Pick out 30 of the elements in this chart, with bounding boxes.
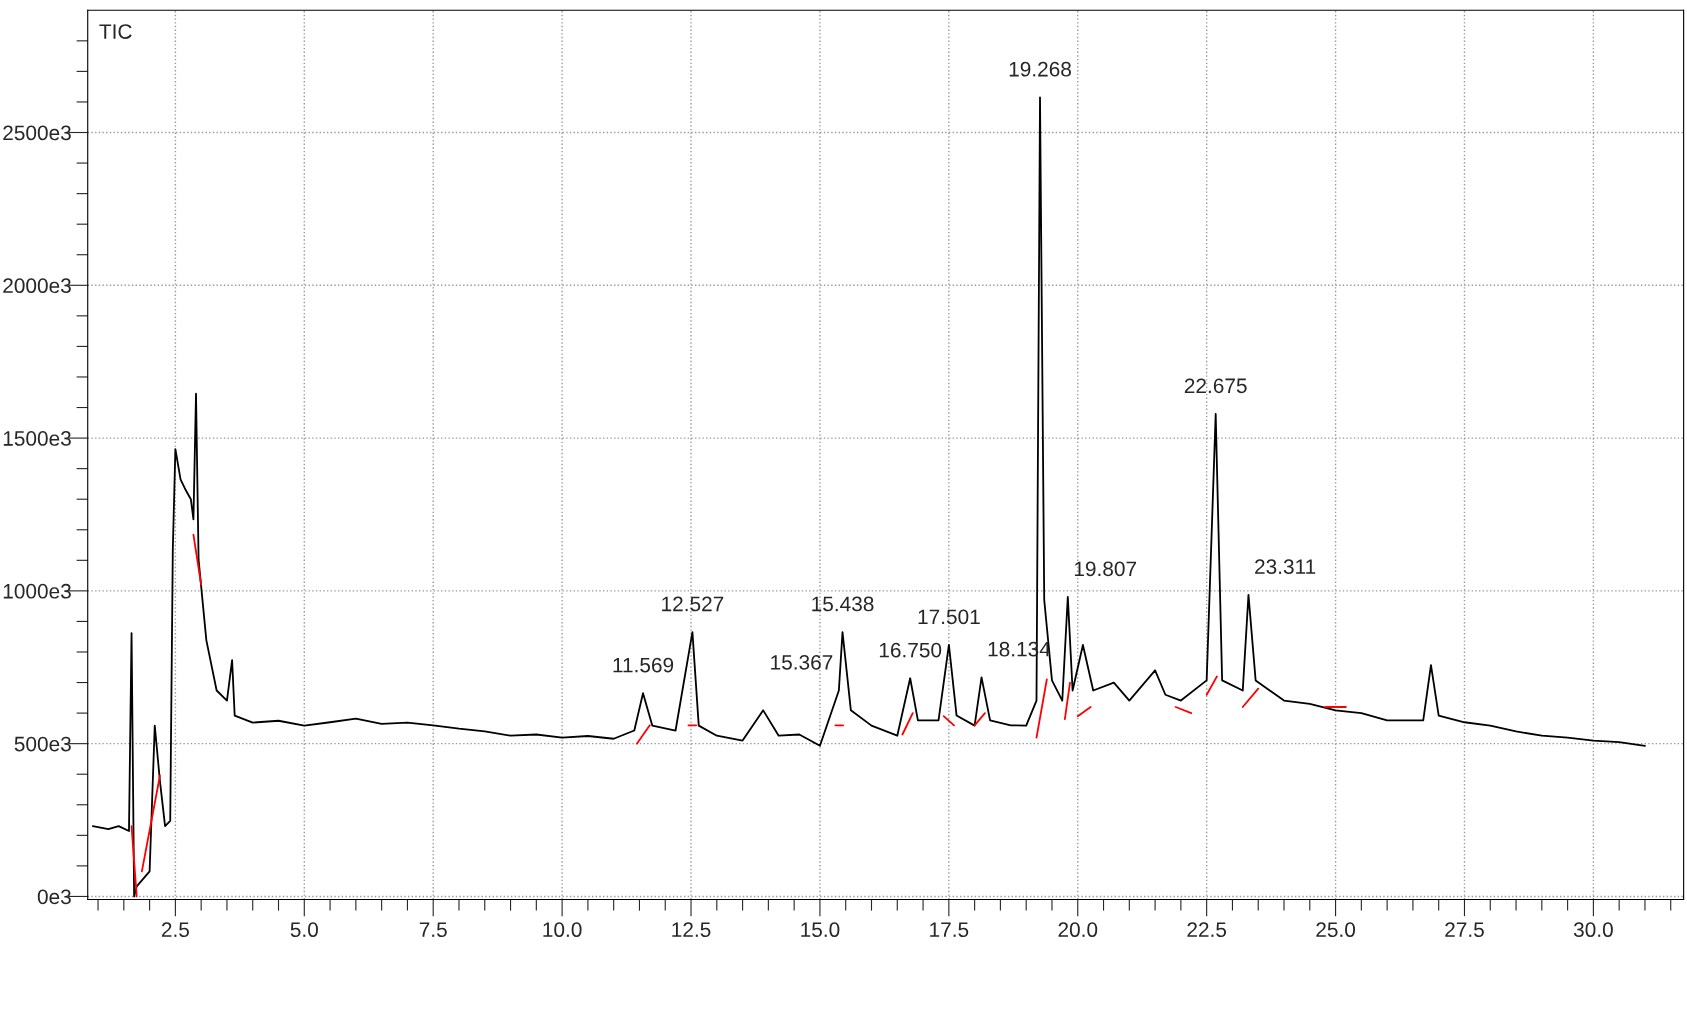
annotation: 19.268 [1009, 61, 1071, 77]
y-tick-label: 2500e3 [3, 125, 71, 141]
line-series [91, 96, 1646, 898]
y-tick-label: 1500e3 [3, 431, 71, 446]
x-tick-label: 5.0 [290, 922, 318, 938]
annotation: 23.311 [1255, 559, 1316, 575]
x-tick-label: 22.5 [1187, 922, 1227, 938]
x-tick-label: 17.5 [930, 922, 969, 938]
annotation: 15.367 [771, 654, 833, 670]
x-tick-label: 25.0 [1316, 922, 1356, 938]
annotation: 11.569 [613, 657, 674, 673]
annotation: 17.501 [918, 609, 980, 625]
y-tick-label: 0e3 [37, 889, 71, 905]
x-tick-label: 20.0 [1058, 922, 1098, 938]
x-tick-label: 30.0 [1573, 922, 1613, 938]
y-tick-label: 2000e3 [3, 278, 71, 294]
x-tick-label: 7.5 [419, 922, 447, 938]
y-tick-label: 500e3 [14, 736, 71, 752]
annotation: 22.675 [1184, 378, 1247, 394]
annotation: TIC [99, 24, 132, 39]
annotation: 19.807 [1074, 561, 1137, 577]
x-tick-label: 12.5 [672, 922, 711, 938]
annotation: 15.438 [812, 596, 874, 612]
x-tick-label: 2.5 [161, 922, 189, 938]
annotation: 16.750 [879, 642, 942, 658]
x-tick-label: 15.0 [801, 922, 840, 938]
x-tick-label: 10.0 [543, 922, 582, 938]
annotation: 12.527 [662, 596, 724, 612]
x-tick-label: 27.5 [1445, 922, 1484, 938]
y-tick-label: 1000e3 [3, 583, 71, 599]
